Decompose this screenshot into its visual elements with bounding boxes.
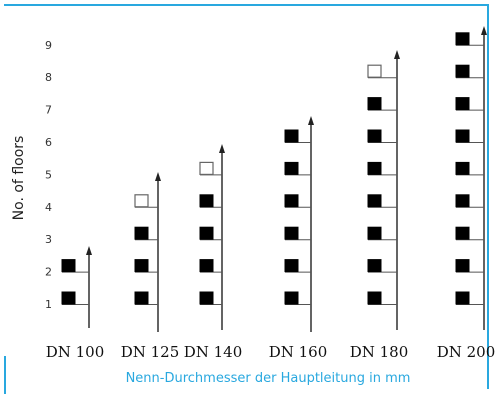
floor-number-5: 5: [45, 168, 52, 181]
open-fixture-3-5: [199, 161, 214, 175]
dn-label-3: DN 140: [183, 343, 243, 361]
fixture-5-7: [367, 97, 382, 111]
fixture-4-6: [284, 129, 299, 143]
fixture-6-8: [455, 64, 470, 78]
dn-label-4: DN 160: [268, 343, 328, 361]
fixture-1-1: [61, 291, 76, 305]
fixture-3-4: [199, 194, 214, 208]
fixture-4-2: [284, 259, 299, 273]
riser-arrow-3: [219, 144, 225, 153]
frame-border: [4, 4, 489, 389]
riser-arrow-2: [155, 172, 161, 181]
fixture-5-6: [367, 129, 382, 143]
fixture-2-3: [134, 226, 149, 240]
fixture-6-1: [455, 291, 470, 305]
fixture-5-5: [367, 161, 382, 175]
riser-arrow-5: [394, 50, 400, 59]
dn-label-6: DN 200: [436, 343, 495, 361]
fixture-5-3: [367, 226, 382, 240]
fixture-6-6: [455, 129, 470, 143]
dn-label-1: DN 100: [45, 343, 105, 361]
riser-arrow-6: [481, 26, 487, 35]
fixture-6-7: [455, 97, 470, 111]
floor-number-6: 6: [45, 136, 52, 149]
frame-border-left-stub: [4, 356, 6, 394]
fixture-4-4: [284, 194, 299, 208]
fixture-6-9: [455, 32, 470, 46]
fixture-1-2: [61, 259, 76, 273]
dn-label-5: DN 180: [349, 343, 409, 361]
fixture-4-1: [284, 291, 299, 305]
fixture-3-3: [199, 226, 214, 240]
floor-number-8: 8: [45, 71, 52, 84]
fixture-2-2: [134, 259, 149, 273]
y-axis-title: No. of floors: [11, 135, 27, 221]
riser-arrow-1: [86, 246, 92, 255]
fixture-2-1: [134, 291, 149, 305]
fixture-6-4: [455, 194, 470, 208]
open-fixture-5-8: [367, 64, 382, 78]
fixture-5-1: [367, 291, 382, 305]
floor-number-2: 2: [45, 266, 52, 279]
x-axis-title: Nenn-Durchmesser der Hauptleitung in mm: [125, 371, 411, 386]
fixture-4-5: [284, 161, 299, 175]
floor-number-7: 7: [45, 104, 52, 117]
fixture-6-3: [455, 226, 470, 240]
fixture-5-2: [367, 259, 382, 273]
open-fixture-2-4: [134, 194, 149, 208]
fixture-6-2: [455, 259, 470, 273]
floor-number-1: 1: [45, 298, 52, 311]
floor-number-3: 3: [45, 233, 52, 246]
floor-number-4: 4: [45, 201, 52, 214]
fixture-3-1: [199, 291, 214, 305]
riser-arrow-4: [308, 116, 314, 125]
fixture-3-2: [199, 259, 214, 273]
fixture-6-5: [455, 161, 470, 175]
dn-label-2: DN 125: [120, 343, 180, 361]
fixture-4-3: [284, 226, 299, 240]
floor-number-9: 9: [45, 39, 52, 52]
fixture-5-4: [367, 194, 382, 208]
